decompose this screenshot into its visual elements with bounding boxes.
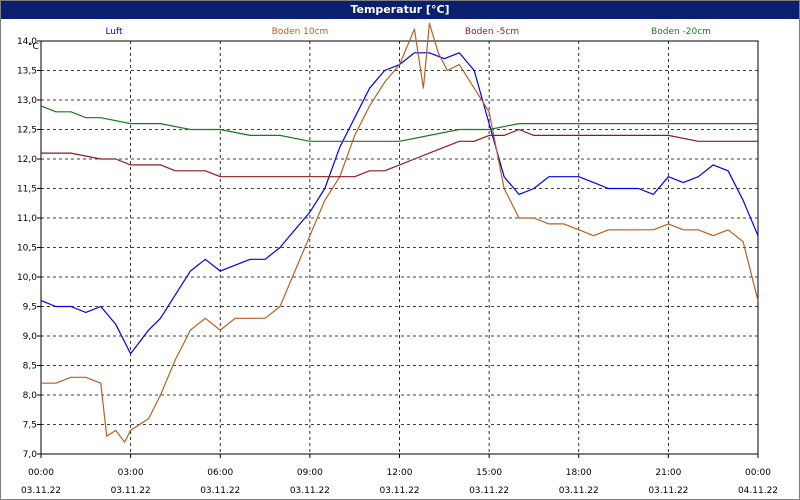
x-tick-time-label: 00:00: [745, 468, 771, 478]
plot-frame: [40, 40, 759, 455]
series-line: [41, 22, 759, 443]
x-tick-date-label: 03.11.22: [469, 486, 509, 496]
x-tick-time-label: 12:00: [387, 468, 413, 478]
series-line: [40, 105, 758, 142]
x-tick-date-label: 03.11.22: [290, 486, 330, 496]
y-tick-label: 8,0: [23, 391, 38, 401]
y-tick-label: 11,5: [17, 185, 37, 195]
y-tick-label: 14,0: [17, 37, 37, 47]
y-tick-label: 12,5: [17, 126, 37, 136]
legend-entry: Boden 10cm: [272, 27, 329, 37]
legend-entry: Luft: [105, 27, 123, 37]
y-axis-unit-label: °C: [28, 42, 39, 52]
y-tick-label: 8,5: [23, 362, 37, 372]
y-tick-label: 9,0: [23, 332, 38, 342]
legend-entry: Boden -5cm: [465, 27, 519, 37]
y-tick-label: 11,0: [17, 214, 37, 224]
x-tick-date-label: 03.11.22: [559, 486, 599, 496]
y-tick-label: 13,5: [17, 67, 37, 77]
y-tick-label: 10,0: [17, 273, 37, 283]
y-tick-label: 12,0: [17, 155, 37, 165]
x-tick-time-label: 00:00: [28, 468, 54, 478]
y-tick-label: 7,0: [23, 450, 38, 460]
x-tick-time-label: 03:00: [118, 468, 144, 478]
x-tick-date-label: 03.11.22: [21, 486, 61, 496]
x-tick-date-label: 03.11.22: [648, 486, 688, 496]
x-tick-date-label: 04.11.22: [738, 486, 778, 496]
x-tick-time-label: 15:00: [476, 468, 502, 478]
legend-entry: Boden -20cm: [651, 27, 711, 37]
x-tick-time-label: 09:00: [297, 468, 323, 478]
series-line: [41, 128, 758, 178]
y-tick-label: 10,5: [17, 244, 37, 254]
x-tick-time-label: 21:00: [655, 468, 681, 478]
y-tick-label: 13,0: [17, 96, 37, 106]
y-tick-label: 9,5: [23, 303, 37, 313]
x-tick-date-label: 03.11.22: [111, 486, 151, 496]
x-tick-date-label: 03.11.22: [200, 486, 240, 496]
x-tick-date-label: 03.11.22: [379, 486, 419, 496]
chart-title: Temperatur [°C]: [1, 1, 799, 19]
y-tick-label: 7,5: [23, 421, 37, 431]
x-tick-time-label: 06:00: [207, 468, 233, 478]
x-tick-time-label: 18:00: [566, 468, 592, 478]
series-line: [40, 52, 759, 355]
